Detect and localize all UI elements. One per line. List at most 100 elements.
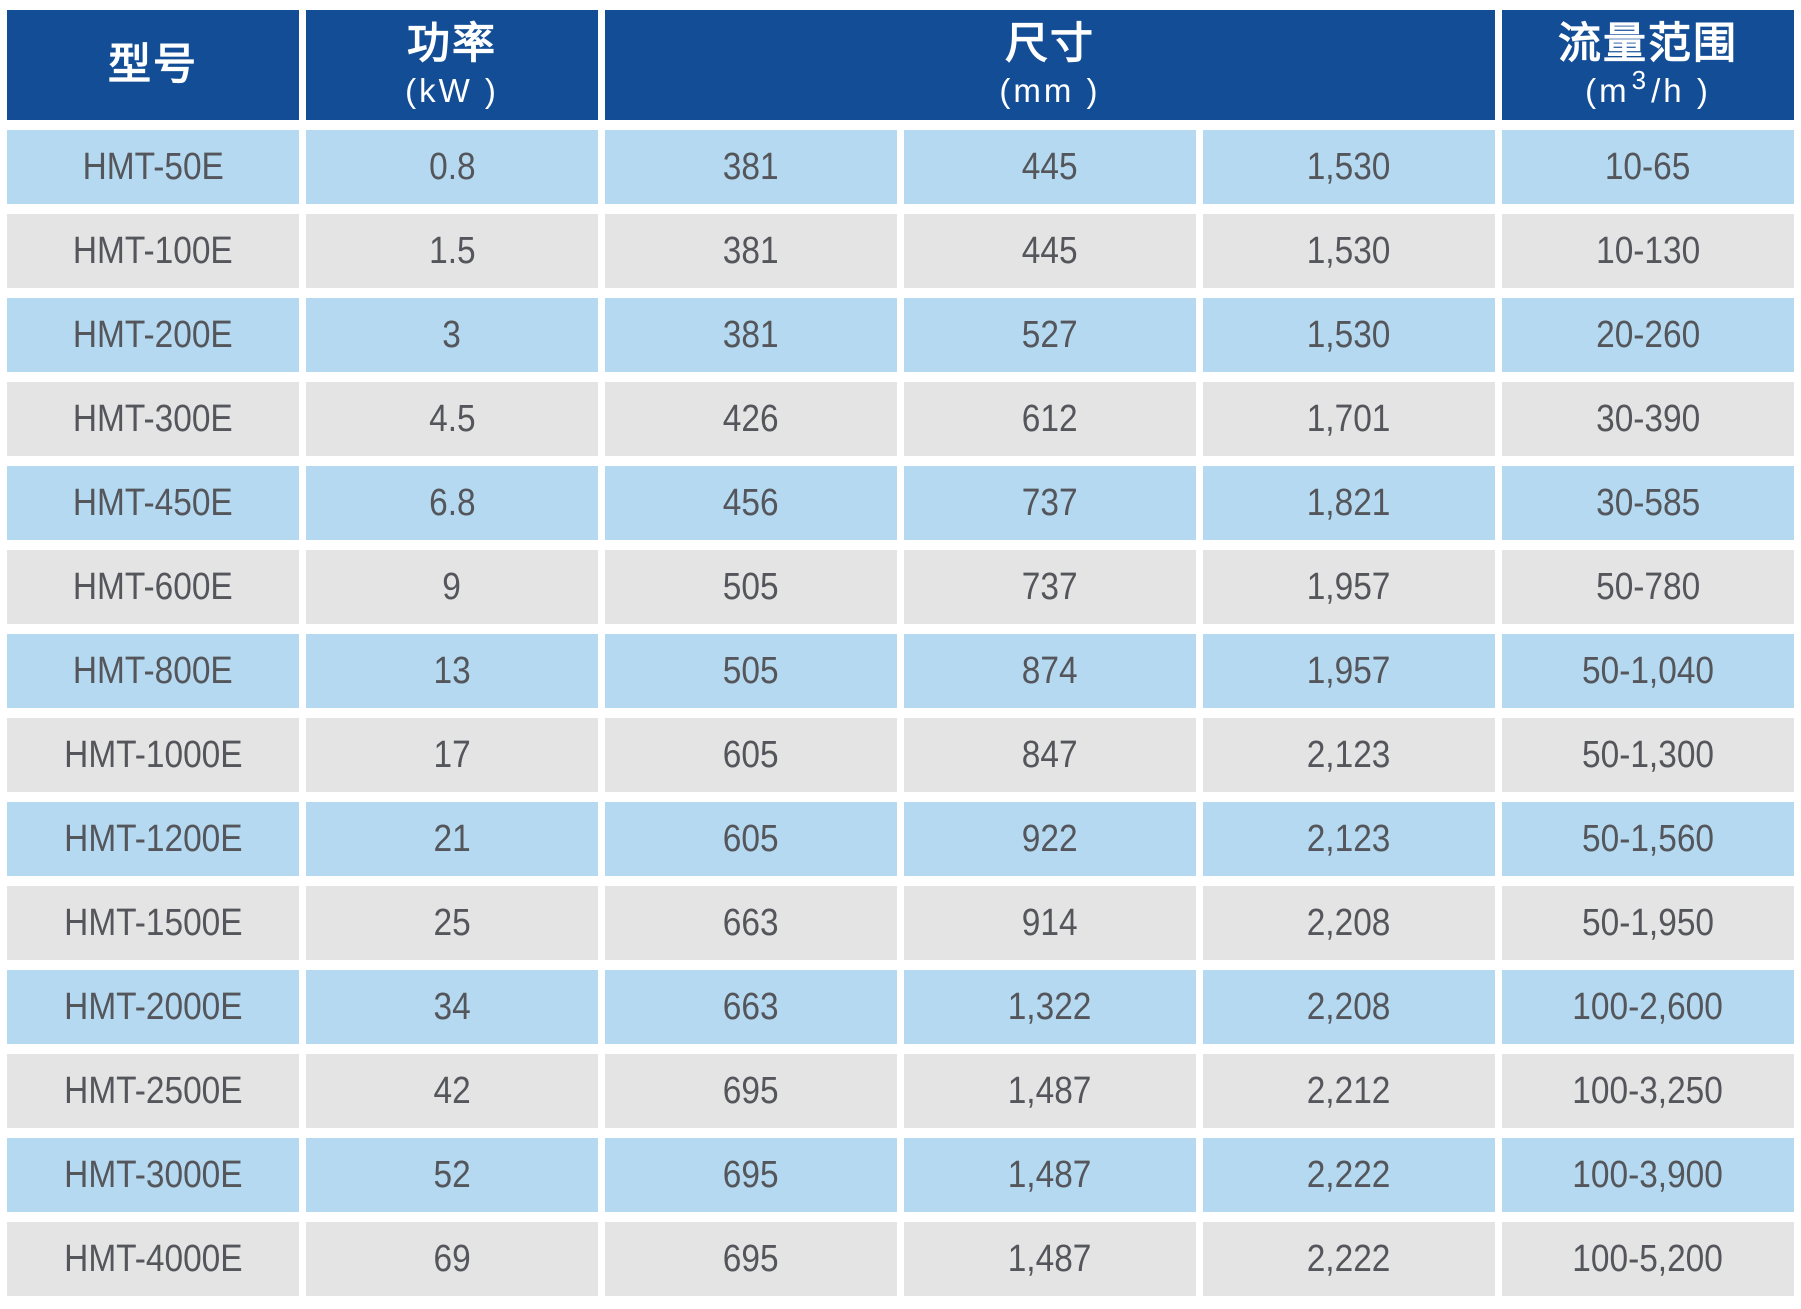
table-row: HMT-4000E 69 695 1,487 2,222 100-5,200 <box>7 1222 1794 1296</box>
cell-model: HMT-2500E <box>7 1054 299 1128</box>
dimension-c-value: 2,212 <box>1307 1069 1391 1112</box>
cell-flow-range: 30-585 <box>1502 466 1794 540</box>
dimension-c-value: 2,222 <box>1307 1237 1391 1280</box>
col-header-model-label: 型号 <box>108 40 198 89</box>
table-body: HMT-50E 0.8 381 445 1,530 10-65 HMT-100E… <box>7 130 1794 1296</box>
dimension-a-value: 456 <box>723 481 779 524</box>
flow-range-value: 30-390 <box>1595 397 1701 440</box>
cell-power: 3 <box>306 298 598 372</box>
table-row: HMT-3000E 52 695 1,487 2,222 100-3,900 <box>7 1138 1794 1212</box>
cell-model: HMT-200E <box>7 298 299 372</box>
power-value: 0.8 <box>428 145 476 188</box>
model-value: HMT-1200E <box>63 817 243 860</box>
cell-dimension-b: 737 <box>904 466 1196 540</box>
col-header-flow-range: 流量范围 (m3/h ) <box>1502 10 1794 120</box>
cell-flow-range: 50-1,300 <box>1502 718 1794 792</box>
flow-range-value: 50-1,560 <box>1581 817 1714 860</box>
cell-dimension-c: 1,701 <box>1203 382 1495 456</box>
cell-dimension-a: 605 <box>605 802 897 876</box>
dimension-c-value: 2,208 <box>1307 901 1391 944</box>
dimension-a-value: 505 <box>723 565 779 608</box>
col-header-flow-range-label: 流量范围 <box>1558 20 1738 69</box>
cell-model: HMT-600E <box>7 550 299 624</box>
cell-dimension-b: 445 <box>904 130 1196 204</box>
dimension-a-value: 695 <box>723 1237 779 1280</box>
flow-range-value: 10-130 <box>1595 229 1701 272</box>
dimension-a-value: 695 <box>723 1069 779 1112</box>
flow-range-value: 20-260 <box>1595 313 1701 356</box>
dimension-b-value: 847 <box>1022 733 1078 776</box>
power-value: 3 <box>442 313 462 356</box>
table-row: HMT-50E 0.8 381 445 1,530 10-65 <box>7 130 1794 204</box>
cell-model: HMT-450E <box>7 466 299 540</box>
power-value: 21 <box>433 817 471 860</box>
model-value: HMT-800E <box>73 649 233 692</box>
cell-dimension-a: 663 <box>605 970 897 1044</box>
cell-dimension-b: 874 <box>904 634 1196 708</box>
cell-dimension-b: 612 <box>904 382 1196 456</box>
cell-power: 9 <box>306 550 598 624</box>
col-header-power-unit: (kW ) <box>405 71 499 109</box>
cell-power: 0.8 <box>306 130 598 204</box>
table-row: HMT-200E 3 381 527 1,530 20-260 <box>7 298 1794 372</box>
cell-dimension-b: 1,487 <box>904 1054 1196 1128</box>
cell-dimension-c: 1,530 <box>1203 130 1495 204</box>
cell-dimension-c: 1,957 <box>1203 634 1495 708</box>
table-row: HMT-1200E 21 605 922 2,123 50-1,560 <box>7 802 1794 876</box>
model-value: HMT-4000E <box>63 1237 243 1280</box>
cell-dimension-b: 445 <box>904 214 1196 288</box>
cell-flow-range: 100-3,250 <box>1502 1054 1794 1128</box>
dimension-b-value: 612 <box>1022 397 1078 440</box>
cell-model: HMT-1000E <box>7 718 299 792</box>
dimension-b-value: 922 <box>1022 817 1078 860</box>
cell-dimension-b: 1,487 <box>904 1138 1196 1212</box>
cell-flow-range: 20-260 <box>1502 298 1794 372</box>
table-row: HMT-100E 1.5 381 445 1,530 10-130 <box>7 214 1794 288</box>
cell-dimension-c: 2,222 <box>1203 1222 1495 1296</box>
cell-dimension-c: 1,530 <box>1203 298 1495 372</box>
table-row: HMT-1000E 17 605 847 2,123 50-1,300 <box>7 718 1794 792</box>
dimension-b-value: 737 <box>1022 565 1078 608</box>
power-value: 52 <box>433 1153 471 1196</box>
dimension-b-value: 445 <box>1022 145 1078 188</box>
col-header-dimensions-label: 尺寸 <box>1005 20 1095 69</box>
cell-power: 52 <box>306 1138 598 1212</box>
cell-flow-range: 100-5,200 <box>1502 1222 1794 1296</box>
dimension-b-value: 1,487 <box>1008 1153 1092 1196</box>
col-header-flow-range-unit: (m3/h ) <box>1502 65 1794 110</box>
cell-dimension-b: 914 <box>904 886 1196 960</box>
flow-range-value: 30-585 <box>1595 481 1701 524</box>
flow-range-value: 10-65 <box>1605 145 1691 188</box>
power-value: 6.8 <box>428 481 476 524</box>
cell-model: HMT-3000E <box>7 1138 299 1212</box>
model-value: HMT-600E <box>73 565 233 608</box>
flow-range-value: 100-5,200 <box>1572 1237 1724 1280</box>
dimension-a-value: 381 <box>723 229 779 272</box>
cell-power: 42 <box>306 1054 598 1128</box>
dimension-c-value: 1,530 <box>1307 145 1391 188</box>
dimension-a-value: 426 <box>723 397 779 440</box>
flow-range-value: 100-3,900 <box>1572 1153 1724 1196</box>
cell-dimension-c: 2,208 <box>1203 886 1495 960</box>
dimension-a-value: 505 <box>723 649 779 692</box>
cell-power: 34 <box>306 970 598 1044</box>
cell-model: HMT-2000E <box>7 970 299 1044</box>
dimension-b-value: 874 <box>1022 649 1078 692</box>
cell-dimension-a: 426 <box>605 382 897 456</box>
cell-flow-range: 50-1,950 <box>1502 886 1794 960</box>
cell-power: 69 <box>306 1222 598 1296</box>
table-row: HMT-1500E 25 663 914 2,208 50-1,950 <box>7 886 1794 960</box>
flow-unit-superscript: 3 <box>1631 64 1650 95</box>
cell-dimension-a: 456 <box>605 466 897 540</box>
cell-power: 25 <box>306 886 598 960</box>
cell-dimension-c: 2,212 <box>1203 1054 1495 1128</box>
model-value: HMT-3000E <box>63 1153 243 1196</box>
dimension-b-value: 737 <box>1022 481 1078 524</box>
power-value: 17 <box>433 733 471 776</box>
dimension-a-value: 695 <box>723 1153 779 1196</box>
cell-power: 1.5 <box>306 214 598 288</box>
dimension-c-value: 2,208 <box>1307 985 1391 1028</box>
dimension-a-value: 381 <box>723 145 779 188</box>
col-header-model: 型号 <box>7 10 299 120</box>
flow-range-value: 50-780 <box>1595 565 1701 608</box>
